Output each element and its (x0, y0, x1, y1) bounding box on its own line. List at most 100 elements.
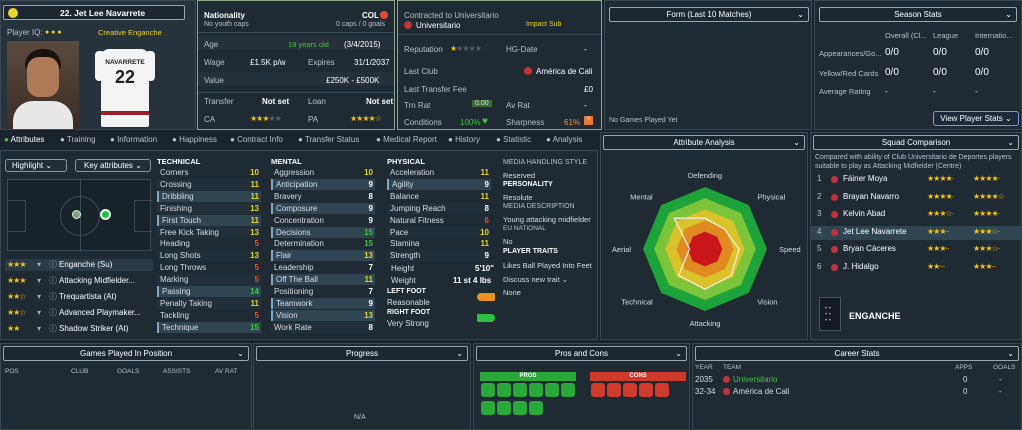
attribute-row[interactable]: Work Rate 8 (271, 321, 375, 333)
squad-row[interactable]: 6 J. Hidalgo ★★··· ★★★·· (811, 261, 1022, 275)
squad-row[interactable]: 5 Bryan Cáceres ★★★·· ★★★☆· (811, 243, 1022, 257)
con-icon-3[interactable] (623, 383, 637, 397)
tab-contract-info[interactable]: ● Contract Info (230, 135, 283, 144)
attribute-row[interactable]: Bravery 8 (271, 191, 375, 202)
role-item[interactable]: ★★★ ▾ ⓘ Attacking Midfielder... (7, 276, 136, 285)
squad-row[interactable]: 2 Brayan Navarro ★★★★· ★★★★☆ (811, 191, 1022, 205)
attribute-row[interactable]: Finishing 13 (157, 202, 261, 214)
attribute-row[interactable]: Natural Fitness 6 (387, 215, 491, 226)
con-icon-2[interactable] (607, 383, 621, 397)
radar-player-shape (673, 217, 740, 291)
tab-analysis[interactable]: ● Analysis (546, 135, 583, 144)
attribute-row[interactable]: Off The Ball 11 (271, 274, 375, 286)
view-player-stats-button[interactable]: View Player Stats ⌄ (933, 111, 1019, 126)
pro-icon-2[interactable] (497, 383, 511, 397)
con-icon-1[interactable] (591, 383, 605, 397)
pro-icon-6[interactable] (561, 383, 575, 397)
pro-icon-1[interactable] (481, 383, 495, 397)
highlight-dropdown[interactable]: Highlight ⌄ (5, 159, 67, 172)
role-item[interactable]: ★★☆ ▾ ⓘ Trequartista (At) (7, 292, 117, 301)
attribute-row[interactable]: Decisions 15 (271, 226, 375, 238)
attribute-row[interactable]: Balance 11 (387, 191, 491, 202)
nationality-value[interactable]: COL (362, 11, 379, 20)
attribute-value: 10 (250, 168, 259, 177)
proscons-header[interactable]: Pros and Cons ⌄ (476, 346, 687, 361)
attribute-row[interactable]: Teamwork 9 (271, 297, 375, 309)
attribute-row[interactable]: Agility 9 (387, 178, 491, 190)
attribute-row[interactable]: Aggression 10 (271, 167, 375, 178)
attribute-row[interactable]: Passing 14 (157, 286, 261, 297)
squad-row[interactable]: 4 Jet Lee Navarrete ★★★·· ★★★☆· (811, 225, 1022, 240)
attribute-row[interactable]: Technique 15 (157, 321, 261, 333)
attribute-row[interactable]: Jumping Reach 8 (387, 202, 491, 214)
pro-icon-10[interactable] (529, 401, 543, 415)
career-col-year: YEAR (695, 364, 713, 371)
key-attributes-dropdown[interactable]: Key attributes ⌄ (75, 159, 151, 172)
attribute-row[interactable]: Penalty Taking 11 (157, 297, 261, 309)
tab-history[interactable]: ● History (448, 135, 480, 144)
career-row-1-goals: - (999, 387, 1002, 396)
con-icon-5[interactable] (655, 383, 669, 397)
tab-statistic[interactable]: ● Statistic (496, 135, 532, 144)
player-name-bar[interactable]: 22. Jet Lee Navarrete (3, 5, 185, 20)
contract-club[interactable]: Universitario (416, 21, 461, 30)
analysis-header[interactable]: Attribute Analysis ⌄ (603, 135, 805, 150)
attribute-name: Off The Ball (276, 275, 318, 285)
attribute-row[interactable]: Strength 9 (387, 250, 491, 262)
attribute-row[interactable]: Acceleration 11 (387, 167, 491, 178)
games-header[interactable]: Games Played In Position ⌄ (3, 346, 249, 361)
attribute-row[interactable]: First Touch 11 (157, 214, 261, 226)
tab-information[interactable]: ● Information (110, 135, 158, 144)
career-row-1-team[interactable]: América de Cali (733, 387, 790, 396)
attribute-row[interactable]: Long Throws 5 (157, 262, 261, 273)
con-icon-4[interactable] (639, 383, 653, 397)
season-header[interactable]: Season Stats ⌄ (819, 7, 1017, 22)
pro-icon-7[interactable] (481, 401, 495, 415)
career-header[interactable]: Career Stats ⌄ (695, 346, 1019, 361)
mental-list: Aggression 10 Anticipation 9 Bravery 8 Composu… (271, 167, 379, 335)
role-item[interactable]: ★★ ▾ ⓘ Shadow Striker (At) (7, 324, 129, 333)
role-item[interactable]: ★★☆ ▾ ⓘ Advanced Playmaker... (7, 308, 141, 317)
tab-medical-report[interactable]: ● Medical Report (376, 135, 437, 144)
attribute-row[interactable]: Vision 13 (271, 309, 375, 321)
attribute-row[interactable]: Anticipation 9 (271, 178, 375, 190)
pro-icon-4[interactable] (529, 383, 543, 397)
attribute-row[interactable]: Stamina 11 (387, 238, 491, 249)
career-row-0-team[interactable]: Universitario (733, 375, 778, 384)
squad-header[interactable]: Squad Comparison ⌄ (813, 135, 1019, 150)
chevron-down-icon: ⌄ (456, 349, 463, 358)
attribute-row[interactable]: Tackling 5 (157, 310, 261, 321)
attribute-row[interactable]: Flair 13 (271, 250, 375, 262)
tab-training[interactable]: ● Training (60, 135, 96, 144)
attribute-row[interactable]: Concentration 9 (271, 215, 375, 226)
pro-icon-8[interactable] (497, 401, 511, 415)
attribute-row[interactable]: Determination 15 (271, 238, 375, 249)
role-item[interactable]: ★★★ ▾ ⓘ Enganche (Su) (5, 259, 153, 271)
attribute-row[interactable]: Positioning 7 (271, 286, 375, 297)
attribute-row[interactable]: Corners 10 (157, 167, 261, 178)
squad-row[interactable]: 3 Kelvin Abad ★★★☆· ★★★★· (811, 208, 1022, 222)
attribute-row[interactable]: Dribbling 11 (157, 190, 261, 202)
tab-happiness[interactable]: ● Happiness (172, 135, 217, 144)
pro-icon-5[interactable] (545, 383, 559, 397)
tab-transfer-status[interactable]: ● Transfer Status (298, 135, 360, 144)
attribute-row[interactable]: Marking 5 (157, 274, 261, 286)
attribute-row[interactable]: Composure 9 (271, 202, 375, 214)
attribute-row[interactable]: Free Kick Taking 13 (157, 226, 261, 238)
form-header[interactable]: Form (Last 10 Matches) ⌄ (609, 7, 809, 22)
attribute-row[interactable]: Leadership 7 (271, 262, 375, 273)
tab-attributes[interactable]: ● Attributes (4, 135, 45, 144)
pro-icon-3[interactable] (513, 383, 527, 397)
hg-label: HG-Date (506, 45, 538, 54)
squad-row[interactable]: 1 Fáiner Moya ★★★★· ★★★★· (811, 173, 1022, 187)
attribute-row[interactable]: Pace 10 (387, 226, 491, 238)
attribute-row[interactable]: Long Shots 13 (157, 250, 261, 262)
attribute-row[interactable]: Crossing 11 (157, 178, 261, 190)
pro-icon-9[interactable] (513, 401, 527, 415)
progress-header[interactable]: Progress ⌄ (256, 346, 468, 361)
attribute-row[interactable]: Heading 5 (157, 238, 261, 249)
squad-rank: 4 (817, 226, 822, 236)
attribute-value: 11 (480, 168, 489, 177)
discuss-trait-button[interactable]: Discuss new trait ⌄ (503, 275, 569, 284)
last-club-value[interactable]: América de Cali (536, 67, 593, 76)
